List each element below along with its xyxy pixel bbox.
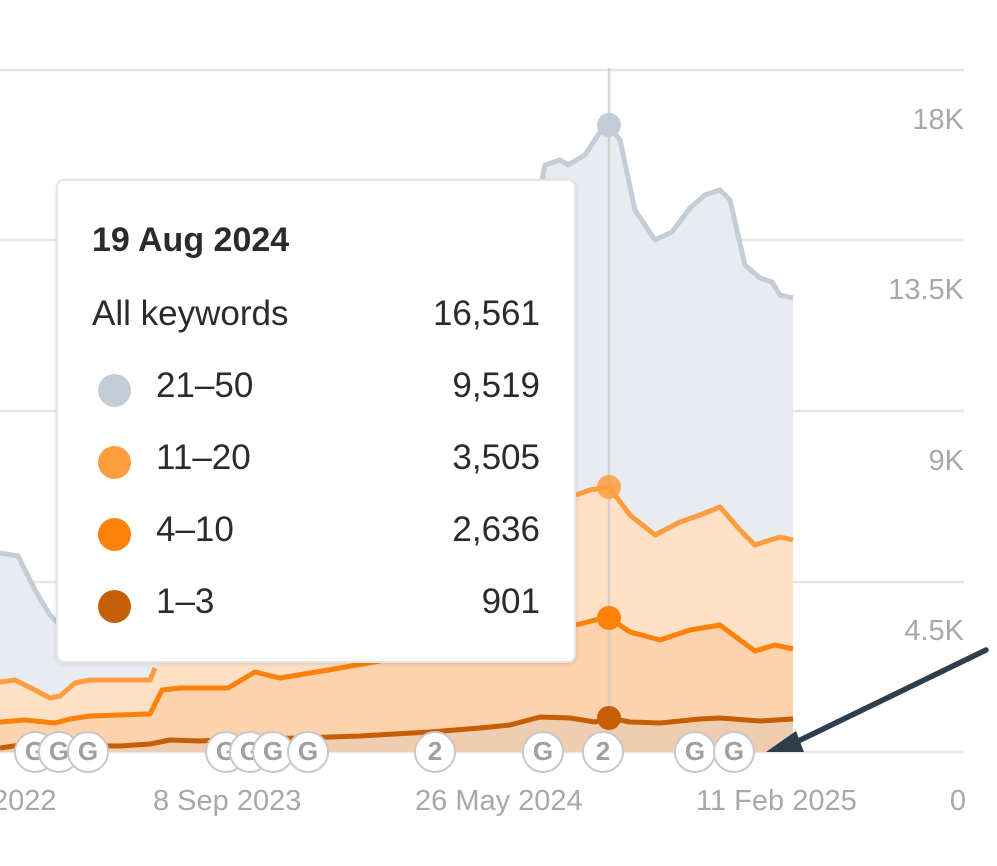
legend-dot-icon (98, 518, 131, 551)
tooltip-label: All keywords (92, 294, 289, 333)
area-4-10 (0, 618, 793, 752)
line-21-50 (0, 122, 794, 627)
google-update-marker[interactable]: G (67, 731, 109, 773)
hover-dot-11-20 (597, 475, 621, 499)
tooltip-label: 1–3 (156, 582, 215, 621)
legend-dot-icon (98, 446, 131, 479)
hover-tooltip: 19 Aug 2024 All keywords 16,561 21–50 9,… (56, 179, 576, 663)
hover-dot-4-10 (597, 606, 621, 630)
multiple-updates-marker[interactable]: 2 (414, 731, 456, 773)
google-update-marker[interactable]: G (522, 731, 564, 773)
x-tick-8-sep-2023: 8 Sep 2023 (153, 785, 302, 817)
y-tick-0: 0 (949, 785, 966, 817)
x-tick-11-feb-2025: 11 Feb 2025 (696, 785, 857, 817)
x-tick-2022: 2022 (0, 785, 57, 817)
tooltip-value: 3,505 (452, 438, 540, 477)
y-tick-13-5k: 13.5K (888, 274, 964, 306)
tooltip-value: 9,519 (452, 366, 540, 405)
tooltip-label: 4–10 (156, 510, 234, 549)
hover-dot-21-50 (597, 113, 621, 137)
tooltip-row-11-20: 11–20 3,505 (92, 438, 540, 479)
annotation-arrow-icon (766, 647, 989, 752)
legend-dot-icon (98, 374, 131, 407)
tooltip-value: 901 (481, 582, 540, 621)
legend-dot-icon (98, 590, 131, 623)
y-tick-18k: 18K (912, 104, 964, 136)
tooltip-date: 19 Aug 2024 (92, 221, 290, 259)
google-update-marker[interactable]: G (252, 731, 294, 773)
x-tick-26-may-2024: 26 May 2024 (415, 785, 583, 817)
google-update-marker[interactable]: G (287, 731, 329, 773)
tooltip-row-21-50: 21–50 9,519 (92, 366, 540, 407)
line-1-3 (0, 714, 794, 751)
google-update-marker[interactable]: G (713, 731, 755, 773)
y-tick-9k: 9K (928, 445, 964, 477)
tooltip-label: 11–20 (156, 438, 251, 477)
tooltip-row-1-3: 1–3 901 (92, 582, 540, 623)
multiple-updates-marker[interactable]: 2 (582, 731, 624, 773)
tooltip-row-all-keywords: All keywords 16,561 (92, 294, 540, 334)
tooltip-label: 21–50 (156, 366, 254, 405)
tooltip-row-4-10: 4–10 2,636 (92, 510, 540, 551)
google-update-marker[interactable]: G (674, 731, 716, 773)
tooltip-value: 16,561 (432, 294, 540, 333)
tooltip-value: 2,636 (452, 510, 540, 549)
y-tick-4-5k: 4.5K (904, 615, 964, 647)
hover-dot-1-3 (597, 706, 621, 730)
